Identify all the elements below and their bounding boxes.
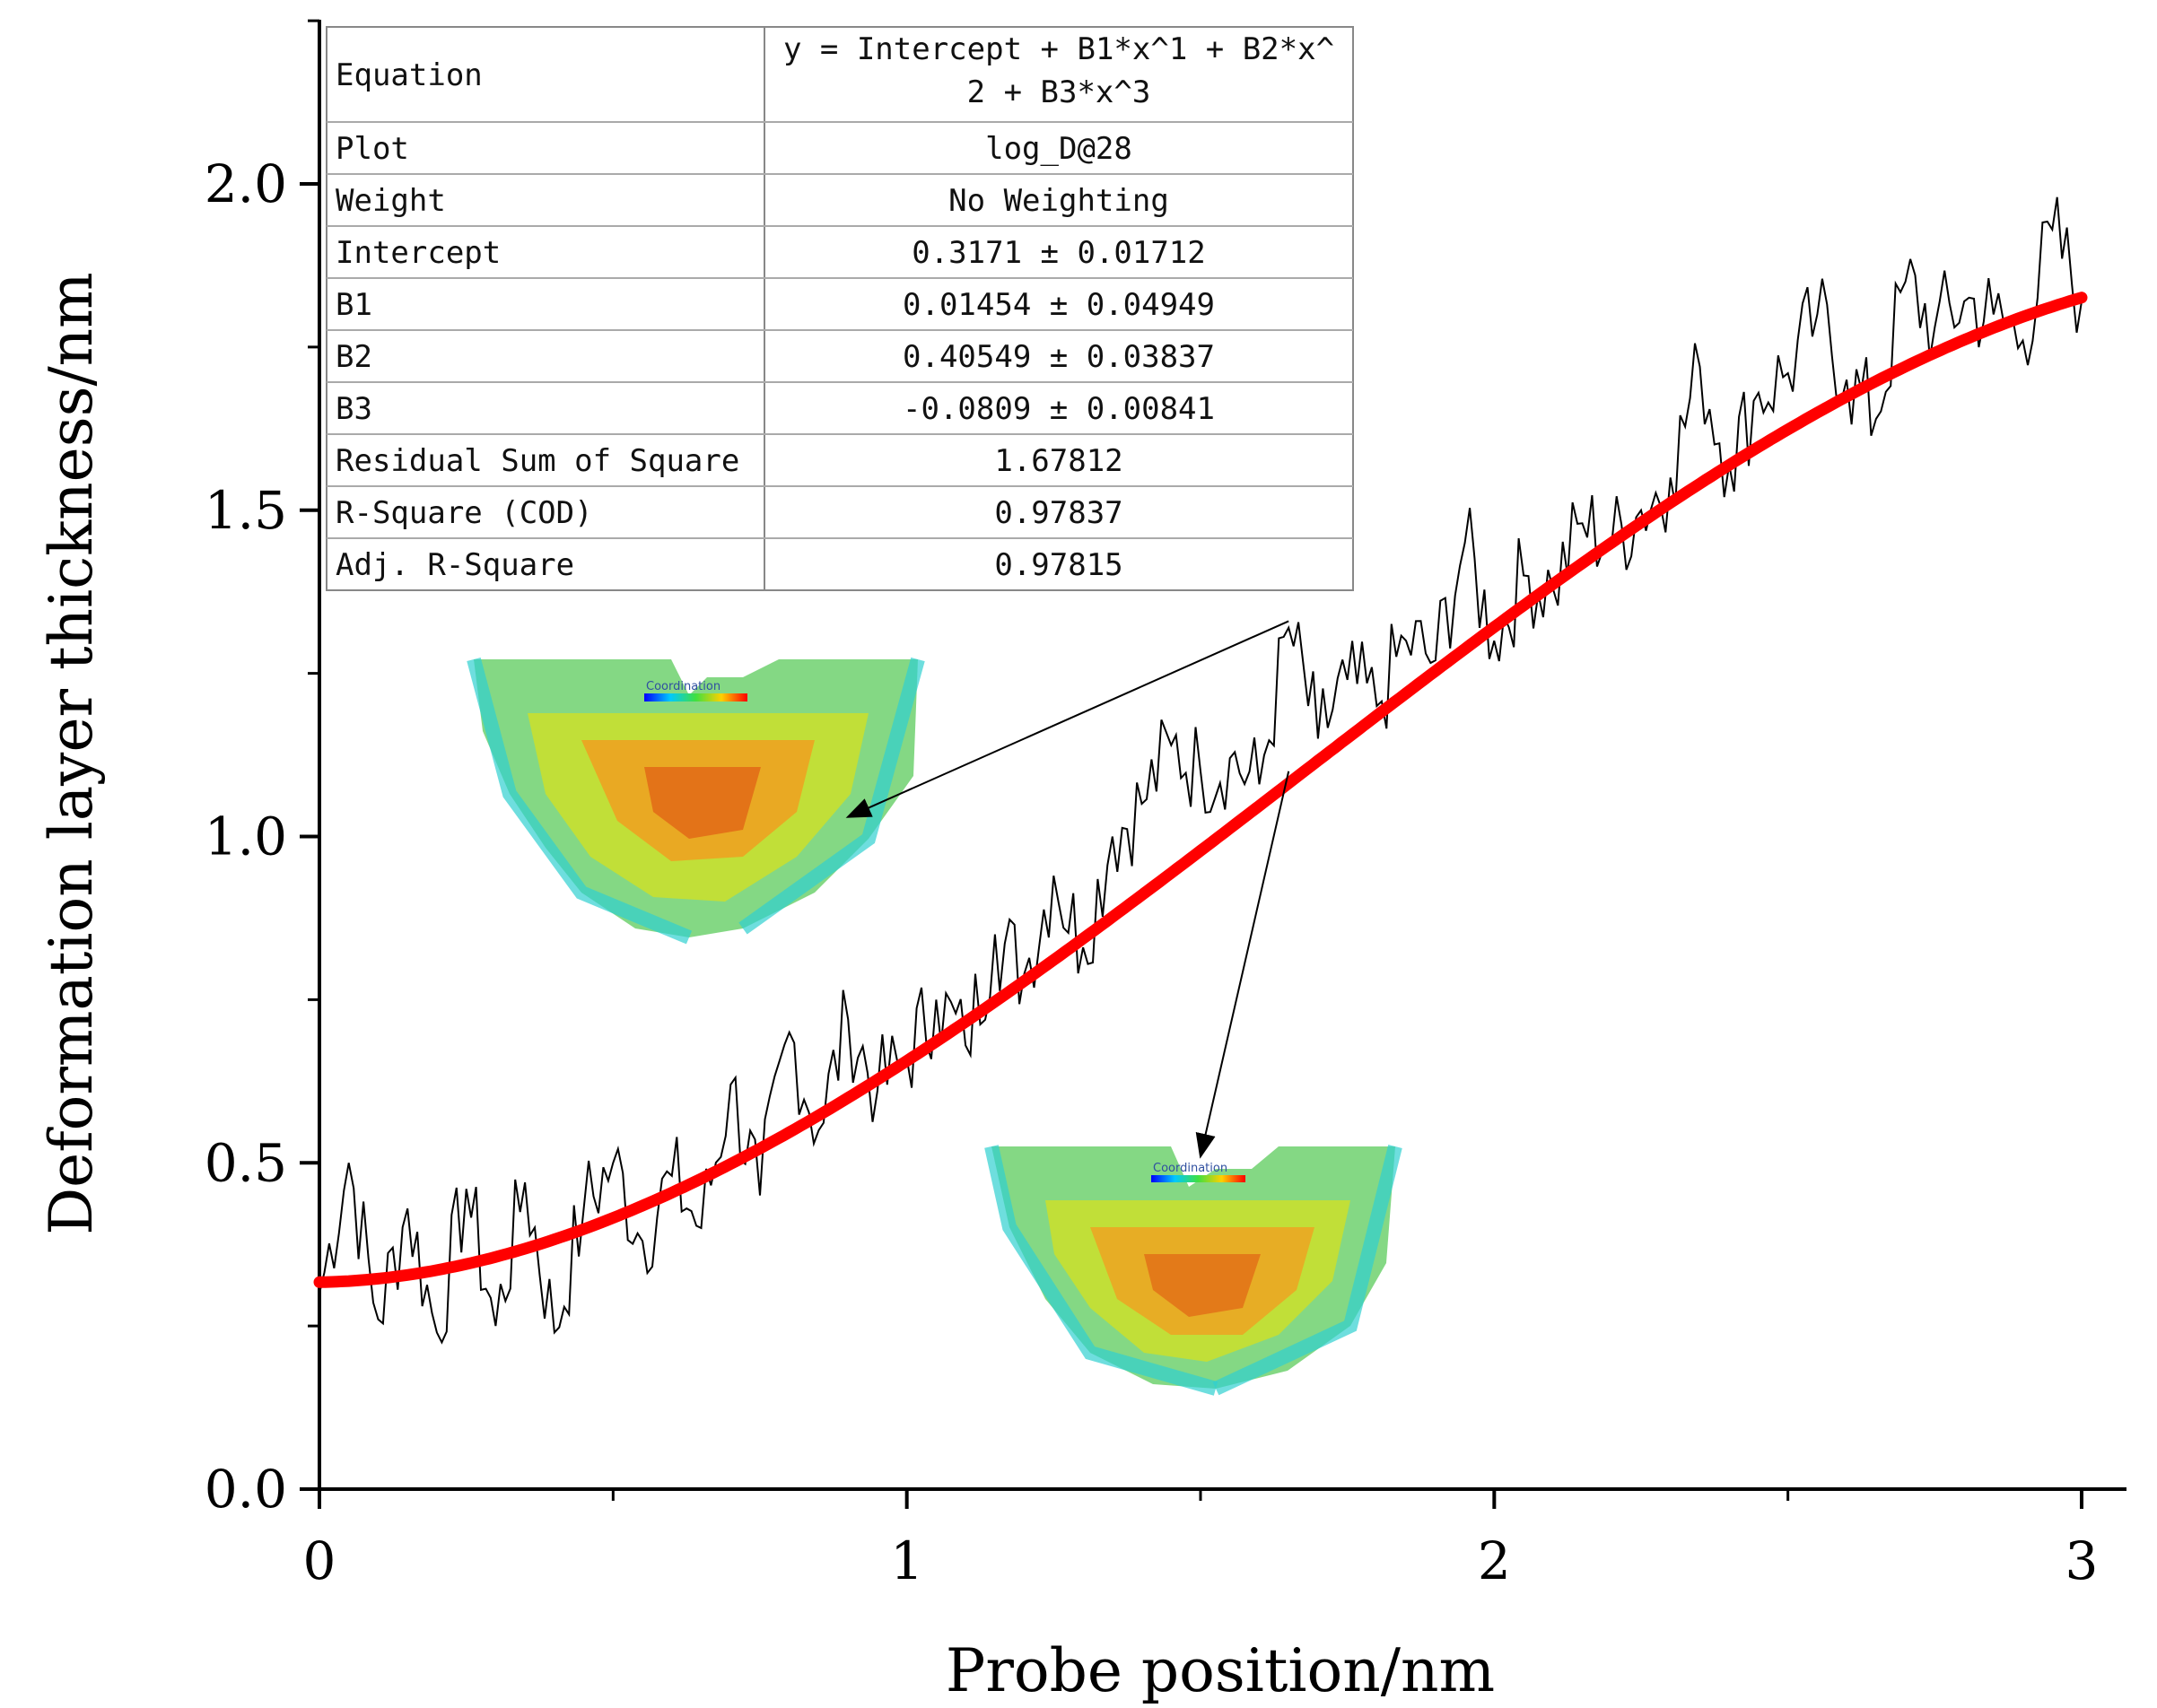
y-tick-label: 1.0 — [205, 806, 287, 867]
table-border — [326, 26, 1354, 591]
table-row-value: 0.40549 ± 0.03837 — [903, 339, 1215, 375]
x-tick-label: 1 — [890, 1530, 923, 1591]
fit-curve — [313, 292, 2088, 1288]
colorbar-2 — [1151, 1175, 1245, 1182]
raw-data-line — [319, 196, 2083, 1345]
fit-results-table: Equation y = Intercept + B1*x^1 + B2*x^ 2 … — [326, 26, 1354, 591]
table-row-label: R-Square (COD) — [336, 495, 593, 531]
table-row-label: B2 — [336, 339, 372, 375]
table-row-label: Equation — [336, 57, 483, 93]
table-row-value: No Weighting — [948, 183, 1169, 219]
table-row-value: 0.3171 ± 0.01712 — [912, 235, 1206, 271]
tick-labels: 0 1 2 3 0.0 0.5 1.0 1.5 2.0 — [205, 153, 2099, 1591]
table-row-label: B3 — [336, 391, 372, 427]
table-row-value: log_D@28 — [985, 131, 1132, 167]
inset-image-1: Coordination — [467, 657, 925, 945]
y-tick-label: 0.0 — [205, 1459, 287, 1520]
annotation-arrow — [1195, 771, 1290, 1159]
table-row-label: Adj. R-Square — [336, 547, 574, 583]
inset-image-2: Coordination — [984, 1145, 1402, 1396]
table-row-value: 0.97837 — [994, 495, 1122, 531]
annotation-arrow — [845, 620, 1289, 818]
table-row-value-2: 2 + B3*x^3 — [967, 74, 1151, 110]
table-row-label: Weight — [336, 183, 446, 219]
x-axis-title: Probe position/nm — [946, 1636, 1495, 1705]
y-tick-label: 1.5 — [205, 480, 287, 541]
ticks — [300, 19, 2083, 1509]
y-tick-label: 2.0 — [205, 153, 287, 214]
table-row-label: B1 — [336, 287, 372, 323]
x-tick-label: 3 — [2065, 1530, 2099, 1591]
table-row-value: 1.67812 — [994, 443, 1122, 479]
table-row-value: 0.97815 — [994, 547, 1122, 583]
x-tick-label: 0 — [303, 1530, 336, 1591]
table-row-value: y = Intercept + B1*x^1 + B2*x^ — [783, 31, 1334, 67]
colorbar-1 — [644, 693, 747, 702]
table-row-value: 0.01454 ± 0.04949 — [903, 287, 1215, 323]
table-row-label: Intercept — [336, 235, 501, 271]
y-axis-title: Deformation layer thickness/nm — [37, 272, 106, 1235]
axes — [318, 20, 2126, 1491]
table-row-label: Residual Sum of Square — [336, 443, 739, 479]
table-row-value: -0.0809 ± 0.00841 — [903, 391, 1215, 427]
x-tick-label: 2 — [1478, 1530, 1511, 1591]
colorbar-label-1: Coordination — [646, 680, 720, 693]
y-tick-label: 0.5 — [205, 1132, 287, 1193]
annotations — [845, 620, 1290, 1159]
colorbar-label-2: Coordination — [1153, 1162, 1227, 1175]
table-row-label: Plot — [336, 131, 409, 167]
